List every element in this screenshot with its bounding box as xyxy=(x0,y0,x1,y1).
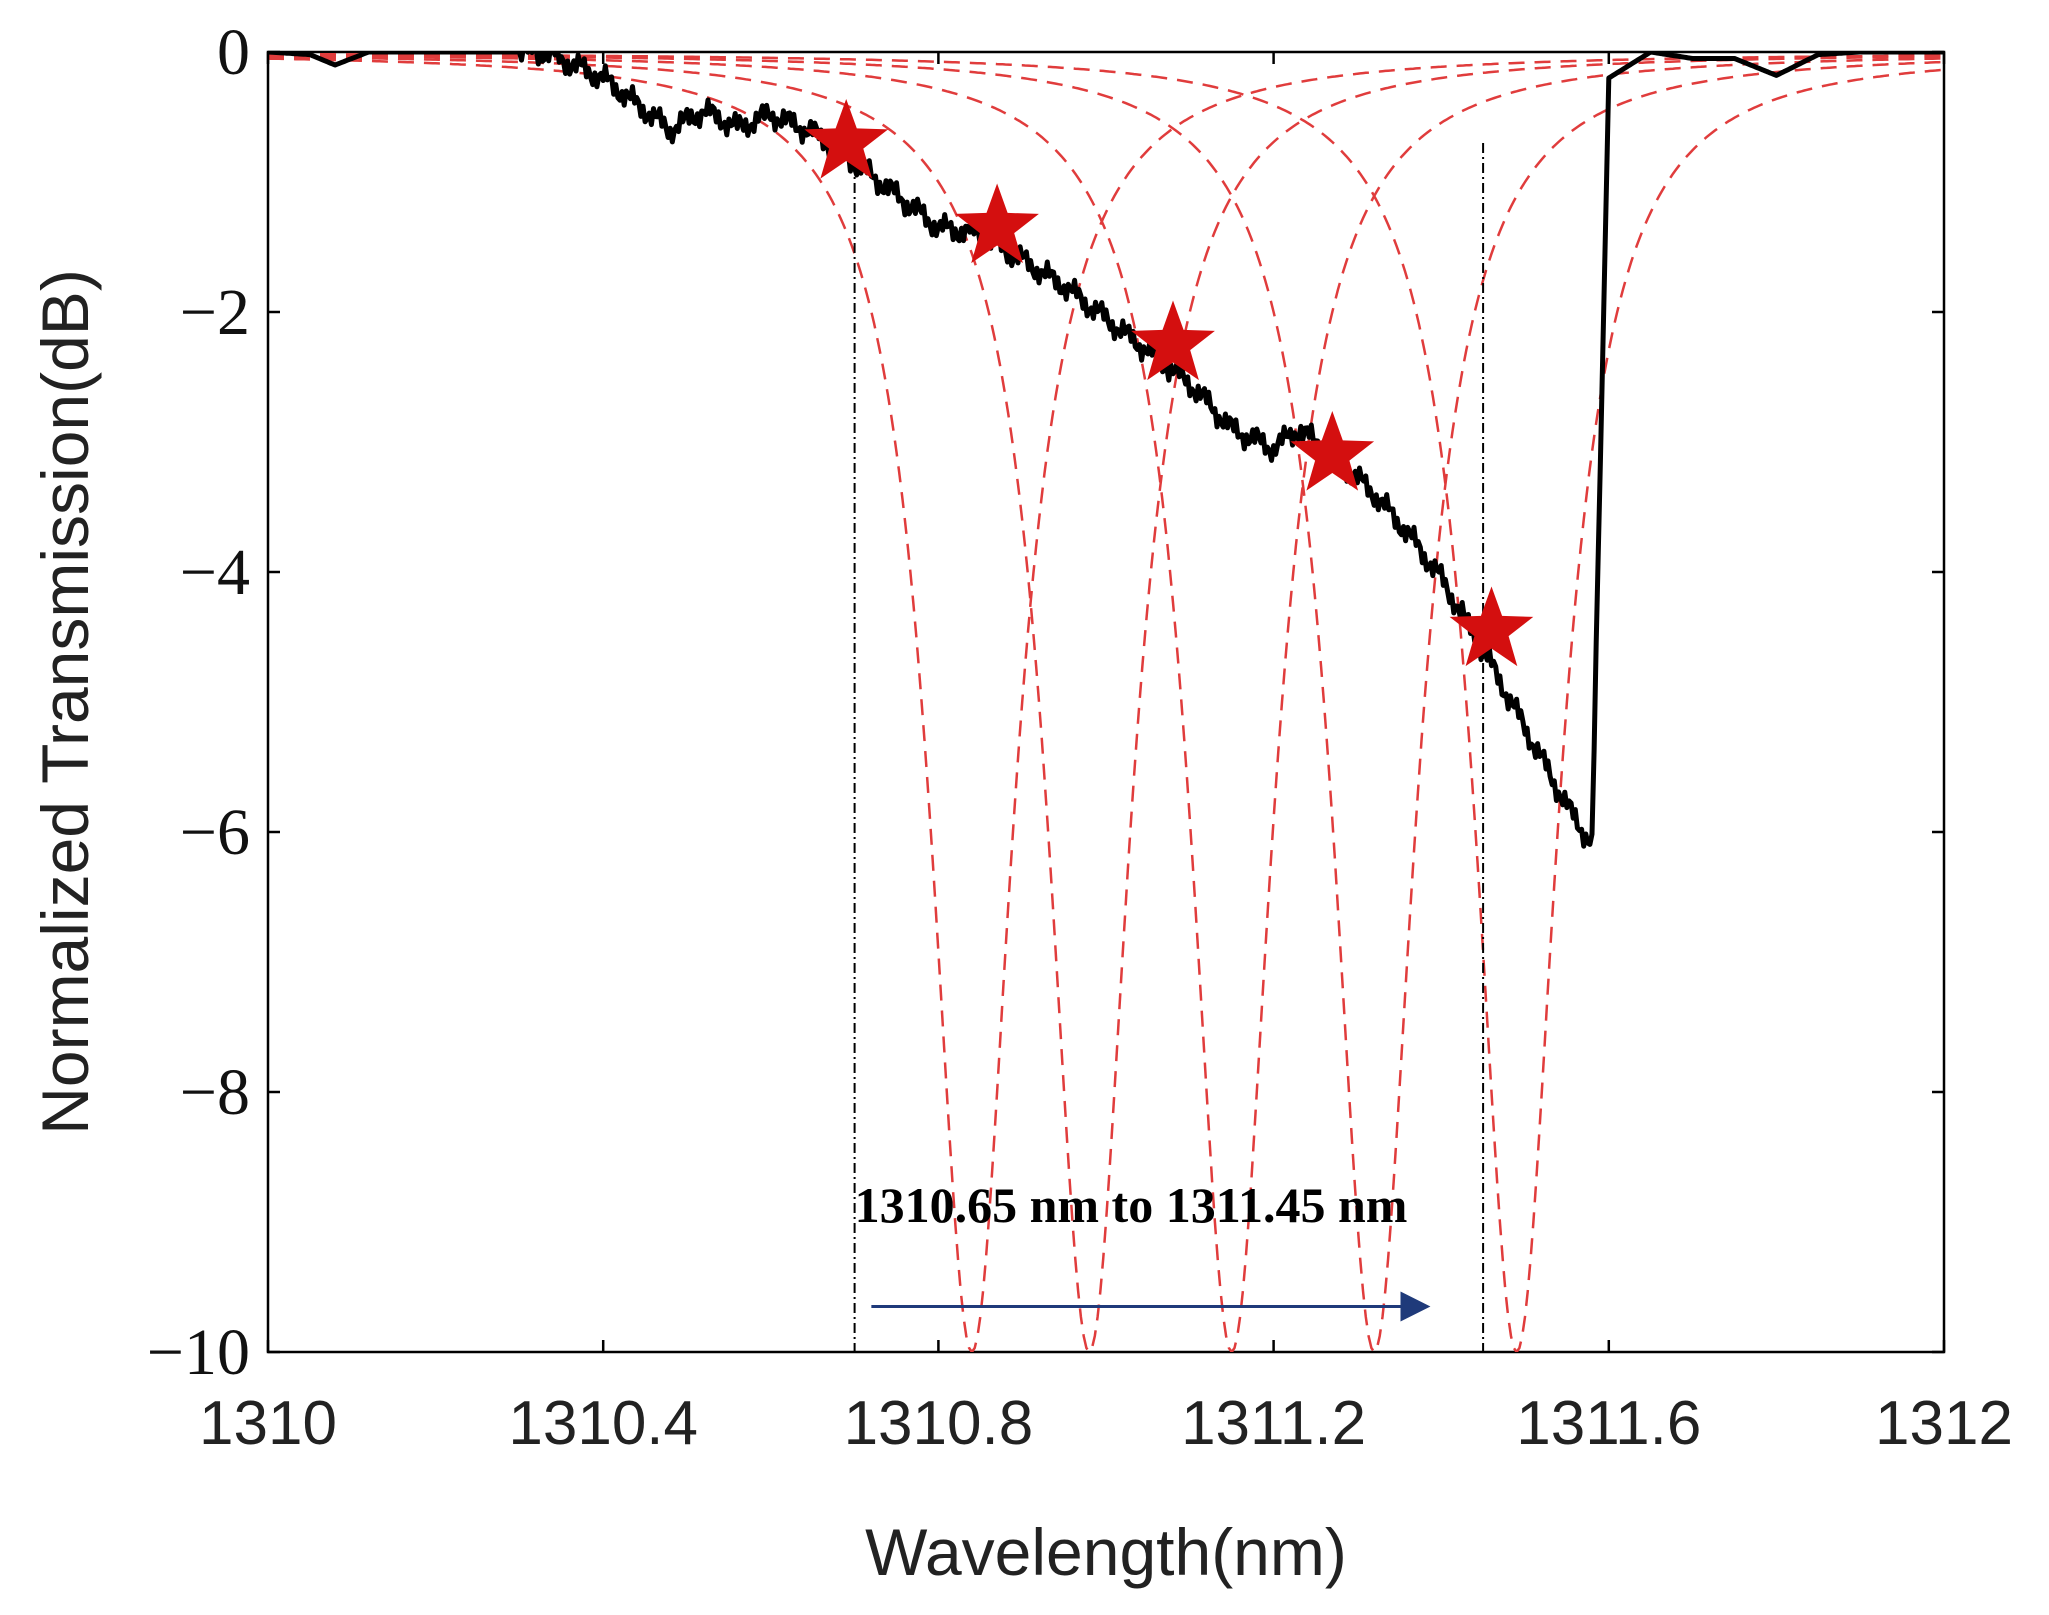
star-marker xyxy=(804,99,889,179)
resonance-curves xyxy=(268,52,1944,1352)
axis-ticks: 1310 1310.4 1310.8 1311.2 1311.6 1312 0 −2 −4 −6 −… xyxy=(147,16,2013,1458)
measured-transmission-line xyxy=(268,52,1944,849)
y-tick-label: −8 xyxy=(180,1056,250,1129)
measured-series xyxy=(268,52,1944,849)
y-axis-title: Normalized Transmission(dB) xyxy=(28,269,102,1135)
operating-point-markers xyxy=(804,99,1534,667)
star-marker xyxy=(1449,586,1534,667)
plot-frame xyxy=(266,50,1946,1354)
resonance-curve xyxy=(268,54,1944,1352)
range-annotation: 1310.65 nm to 1311.45 nm xyxy=(855,1177,1431,1322)
resonance-curve xyxy=(268,52,1944,1352)
x-tick-label: 1310.4 xyxy=(508,1389,698,1458)
resonance-curve xyxy=(268,55,1944,1352)
y-tick-label: −2 xyxy=(180,276,250,349)
star-marker xyxy=(955,183,1039,264)
star-marker xyxy=(1290,411,1375,491)
x-tick-label: 1310.8 xyxy=(844,1389,1034,1458)
x-axis-title: Wavelength(nm) xyxy=(865,1515,1347,1589)
x-tick-label: 1311.6 xyxy=(1516,1389,1701,1458)
y-tick-label: −4 xyxy=(180,536,250,609)
y-tick-label: −10 xyxy=(147,1316,250,1389)
star-marker xyxy=(1131,300,1215,381)
x-tick-label: 1312 xyxy=(1875,1389,2013,1458)
reference-lines xyxy=(853,143,1485,1352)
resonance-curve xyxy=(268,53,1944,1352)
range-annotation-text: 1310.65 nm to 1311.45 nm xyxy=(855,1177,1408,1233)
x-tick-label: 1310 xyxy=(199,1389,337,1458)
y-tick-label: −6 xyxy=(180,796,250,869)
x-tick-label: 1311.2 xyxy=(1181,1389,1366,1458)
resonance-curve xyxy=(268,54,1944,1352)
y-tick-label: 0 xyxy=(217,16,250,89)
